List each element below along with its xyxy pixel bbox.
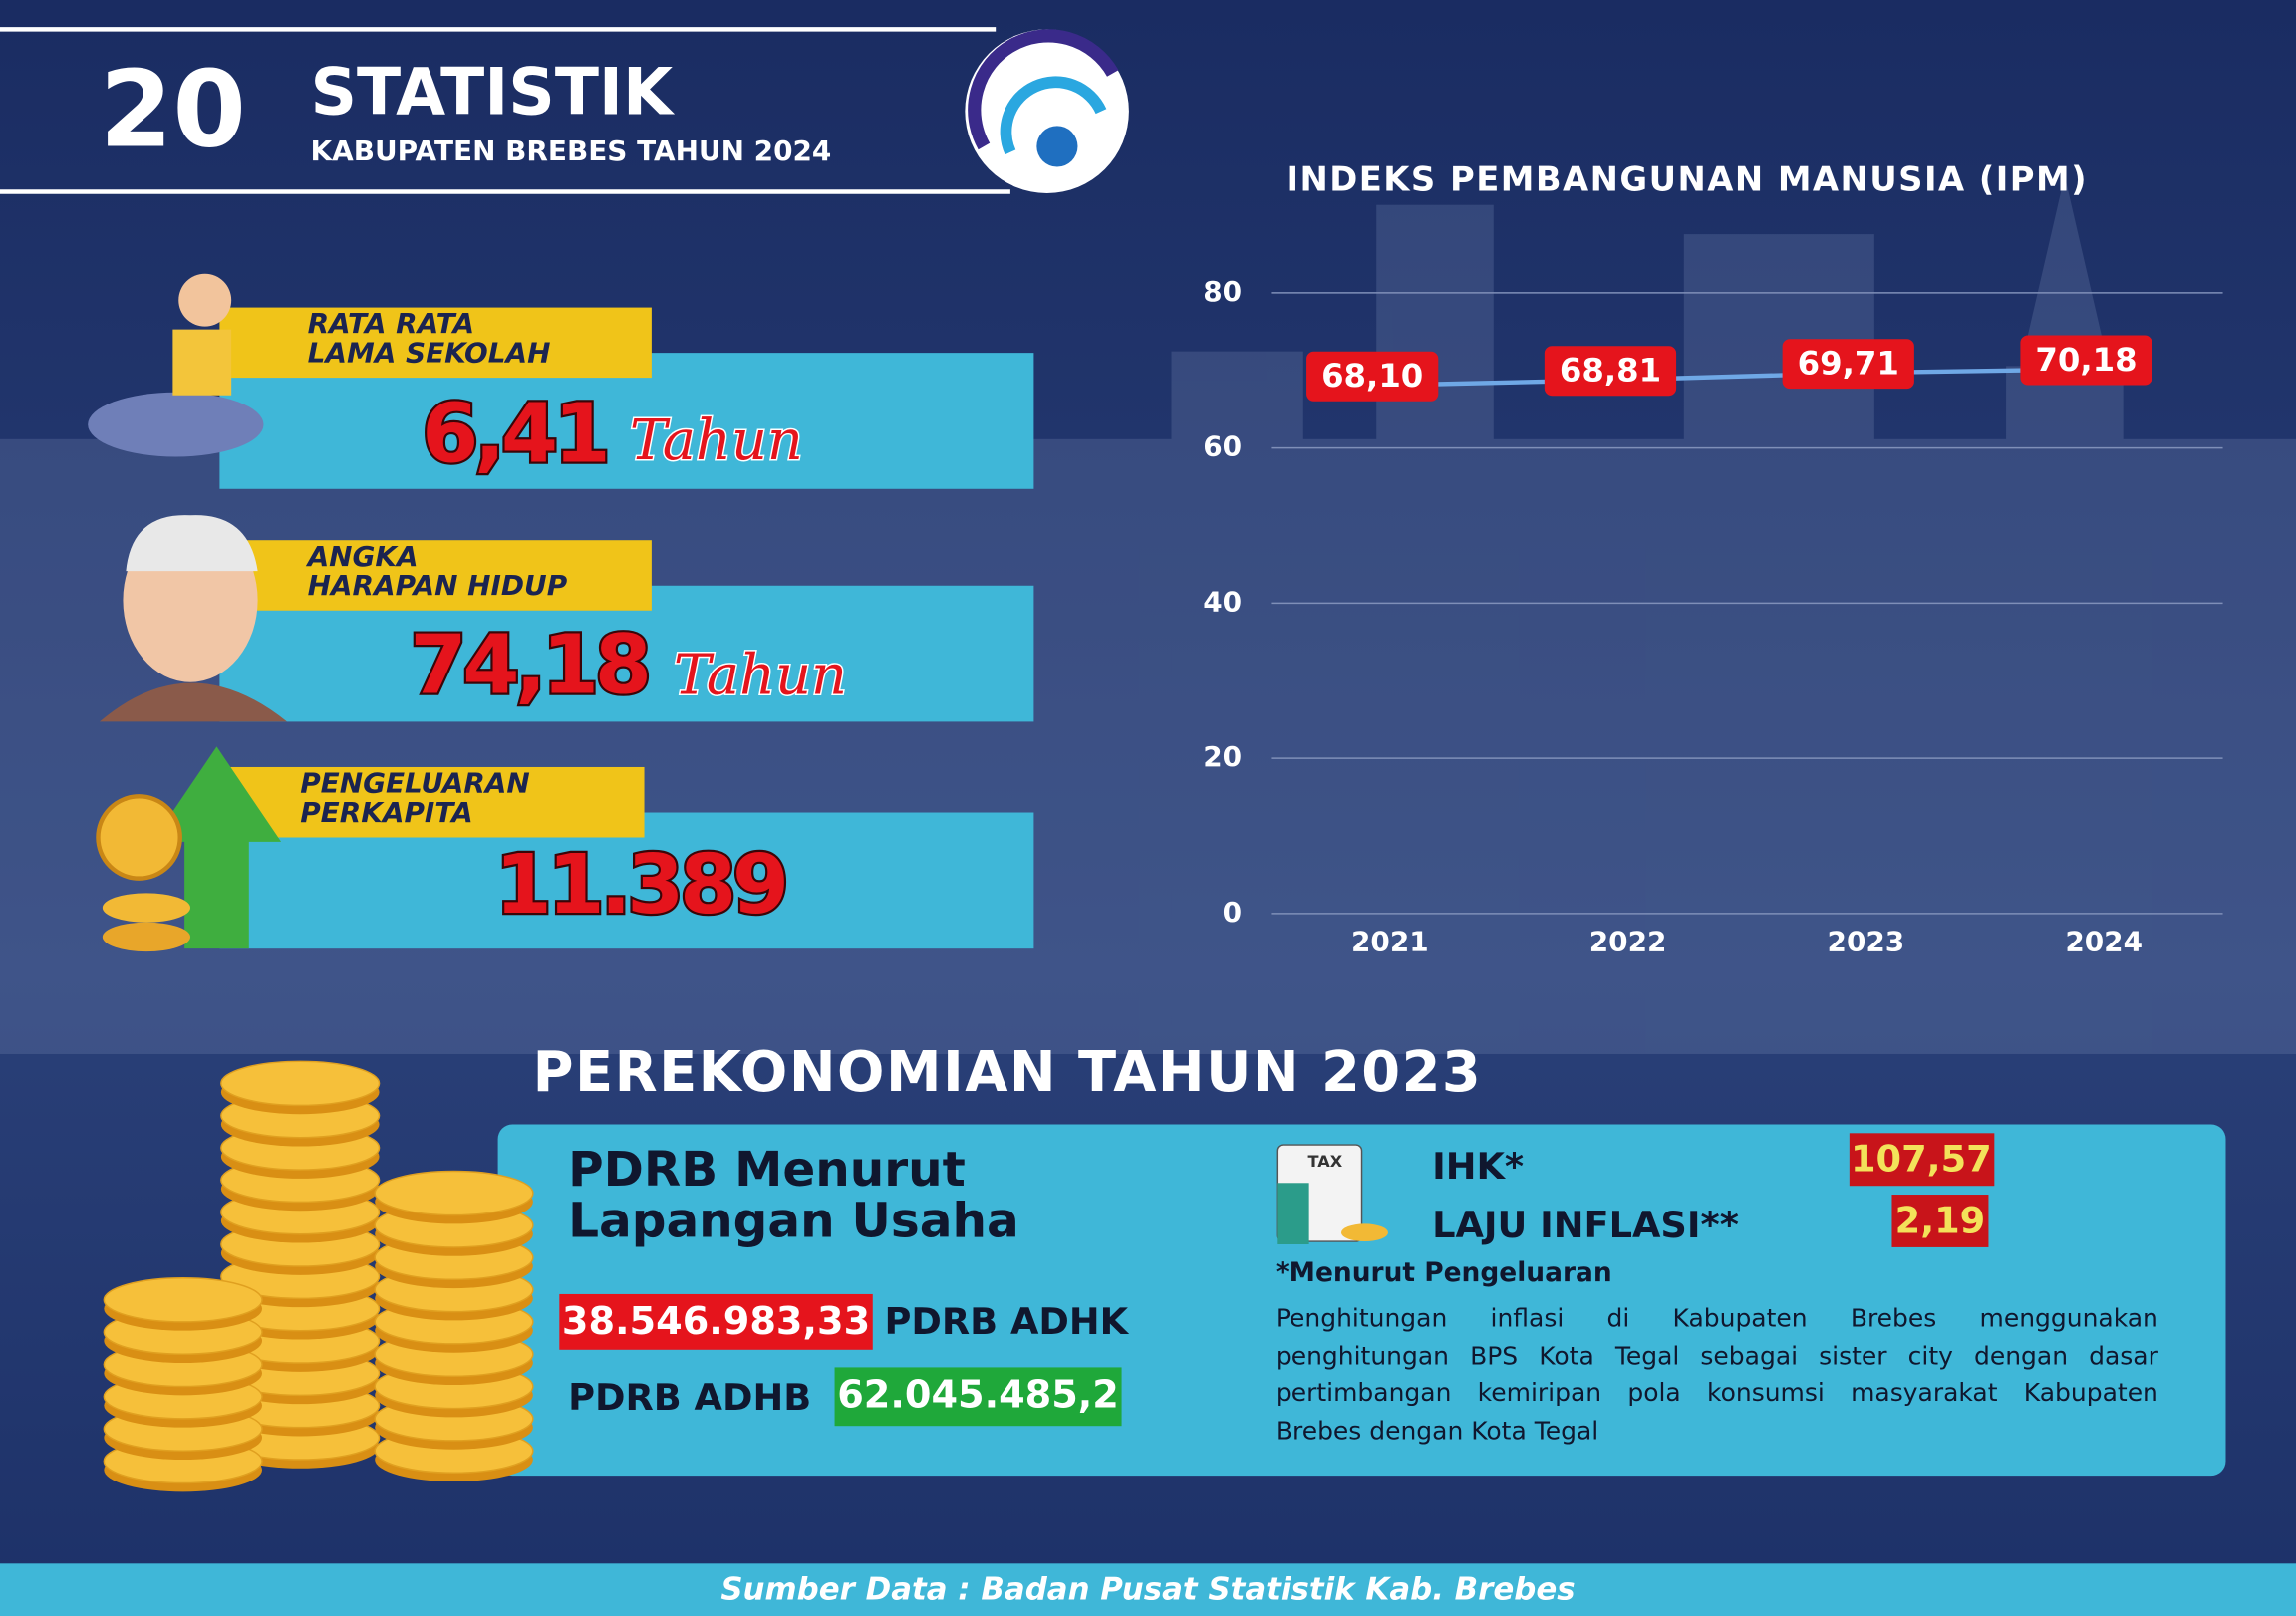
y-tick-label: 20 [1203,740,1242,773]
inflation-badge [1891,1195,1989,1247]
inflation-label: LAJU INFLASI** [1432,1204,1739,1246]
coin-stacks [103,1060,534,1492]
chart-title: INDEKS PEMBANGUNAN MANUSIA (IPM) [1286,160,2088,199]
indicator-tag [219,766,645,838]
value-badge [1782,339,1914,390]
indicator-label: PERKAPITA [300,796,473,829]
value-label: 70,18 [2035,341,2137,379]
description: Penghitungan inflasi di Kabupaten Brebes… [1275,1304,2158,1447]
value-badge [2020,335,2152,386]
ihk-value: 107,57 [1851,1138,1992,1181]
y-tick-label: 0 [1223,896,1242,929]
indicator: PENGELUARAN PERKAPITA 11.389 [96,746,1034,952]
indicator-value: 11.389 [495,838,785,933]
indicator-unit: Tahun [630,408,803,473]
adhb-badge [834,1367,1122,1427]
x-tick-label: 2022 [1589,925,1667,957]
indicator: ANGKA HARAPAN HIDUP 74,18 Tahun [99,515,1034,722]
indicator-label: LAMA SEKOLAH [308,337,551,370]
indicator: RATA RATA LAMA SEKOLAH 6,41 Tahun [88,273,1034,489]
line-chart: 0 20 40 60 80 2021 2022 2023 2024 68,10 68,81 69,71… [1203,275,2223,957]
indicator-unit: Tahun [674,643,847,707]
coin [103,1277,263,1323]
value-badge [1544,346,1677,397]
indicator-label: RATA RATA [308,307,474,340]
elder-icon [99,515,288,722]
indicator-label: PENGELUARAN [300,767,530,800]
rocket-icon [88,273,264,457]
pdrb-title: PDRB Menurut [568,1142,966,1198]
value-label: 69,71 [1798,345,1899,383]
indicator-tag [219,307,652,379]
y-tick-label: 40 [1203,585,1242,618]
coin [220,1060,381,1107]
indicator-tag [219,540,652,611]
header-subtitle: KABUPATEN BREBES TAHUN 2024 [311,135,832,167]
indicator-label: ANGKA [306,540,419,573]
indicator-label: HARAPAN HIDUP [308,569,568,602]
adhb-label: PDRB ADHB [568,1376,811,1419]
inflation-value: 2,19 [1895,1199,1986,1241]
y-tick-label: 60 [1203,430,1242,463]
indicator-value: 6,41 [422,387,606,481]
logo [965,29,1129,193]
x-tick-label: 2021 [1351,925,1429,957]
footer-source: Sumber Data : Badan Pusat Statistik Kab.… [720,1572,1575,1608]
coin [374,1170,534,1216]
x-tick-label: 2024 [2065,925,2143,957]
section-title: PEREKONOMIAN TAHUN 2023 [533,1040,1483,1105]
ihk-label: IHK* [1432,1145,1524,1188]
adhk-value: 38.546.983,33 [562,1300,870,1344]
value-label: 68,10 [1321,357,1423,395]
header-title: STATISTIK [311,56,676,131]
value-label: 68,81 [1560,352,1661,390]
note: *Menurut Pengeluaran [1276,1257,1612,1288]
y-tick-label: 80 [1203,275,1242,308]
tax-icon-text: TAX [1307,1152,1342,1171]
adhk-badge [559,1293,873,1350]
series-line [1389,367,2105,388]
growth-icon [96,746,282,952]
pdrb-title: Lapangan Usaha [568,1193,1019,1248]
tax-icon: TAX [1276,1144,1388,1244]
adhb-value: 62.045.485,2 [837,1373,1119,1417]
x-tick-label: 2023 [1828,925,1905,957]
footer-bar [0,1563,2296,1616]
indicator-value: 74,18 [410,618,647,712]
page-number: 20 [100,48,246,170]
header-rule [0,27,1010,194]
ihk-badge [1849,1133,1995,1187]
value-badge [1306,351,1439,402]
adhk-label: PDRB ADHK [885,1300,1130,1343]
